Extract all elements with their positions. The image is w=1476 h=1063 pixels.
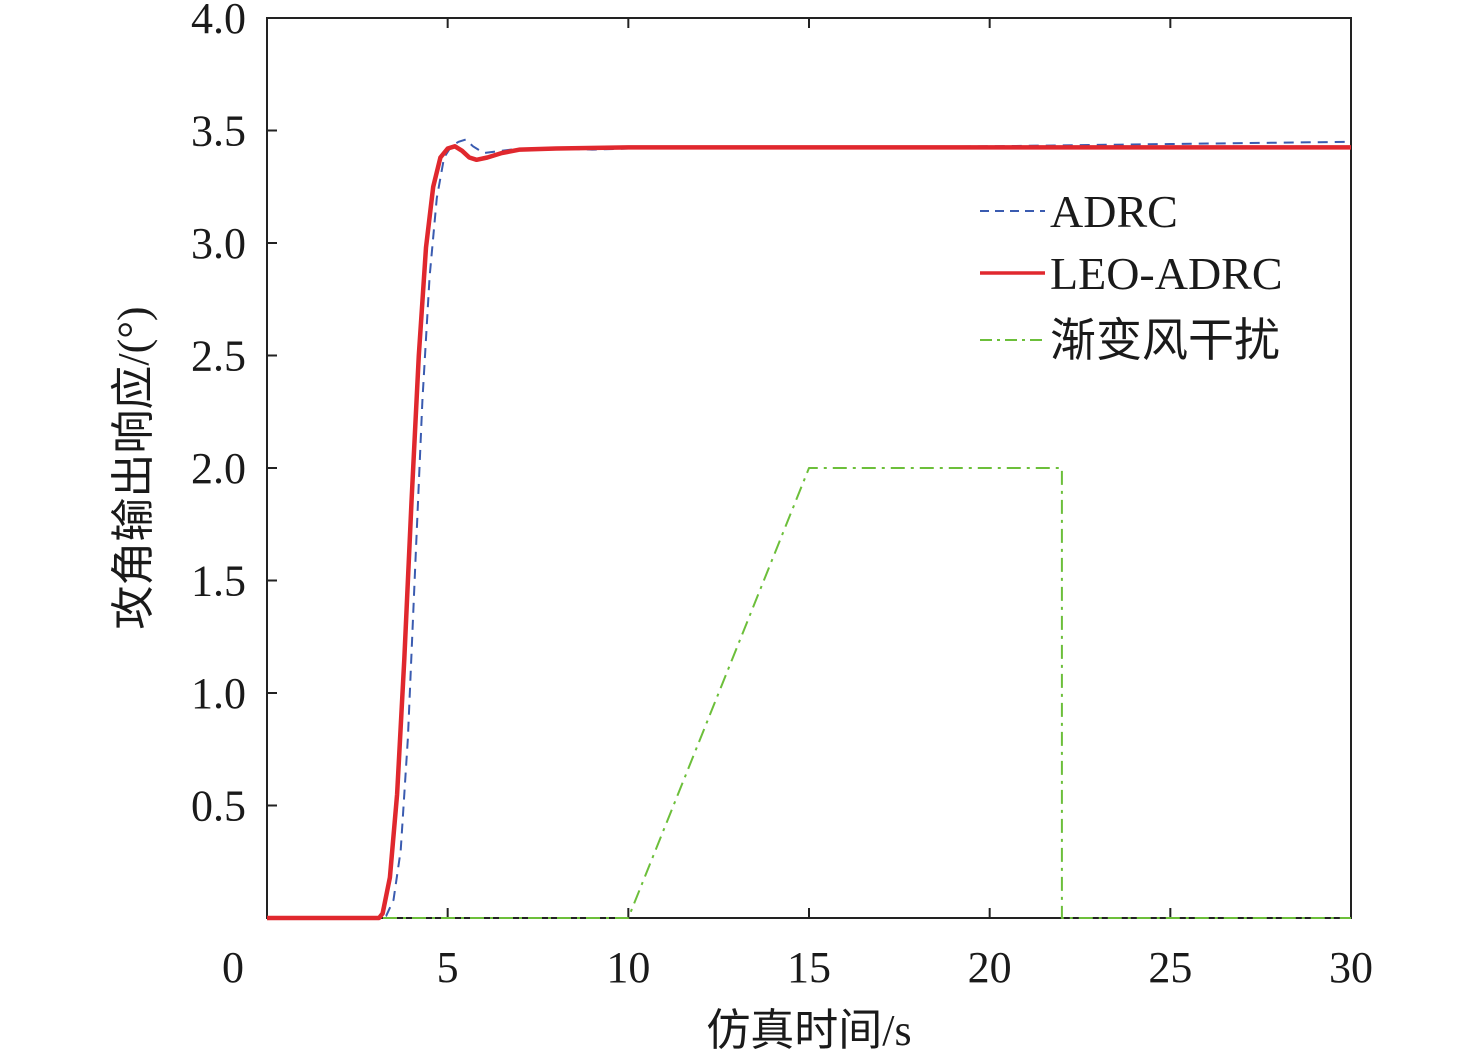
y-tick-label: 4.0 [191,0,246,43]
series-line-2 [267,467,1351,919]
y-tick-label: 0.5 [191,782,246,831]
x-tick-labels: 0 5 10 15 20 25 30 [222,943,1373,992]
y-tick-label: 2.0 [191,444,246,493]
x-tick-label: 30 [1329,943,1373,992]
legend-label-wind-disturbance: 渐变风干扰 [1050,315,1280,366]
y-tick-label: 1.0 [191,669,246,718]
y-axis-title: 攻角输出响应/(°) [109,306,158,629]
x-tick-label: 25 [1148,943,1192,992]
x-tick-label: 10 [606,943,650,992]
y-tick-label: 1.5 [191,557,246,606]
legend-label-leo-adrc: LEO-ADRC [1050,248,1283,299]
legend: ADRC LEO-ADRC 渐变风干扰 [980,186,1283,366]
series-line-1 [267,144,1351,921]
axis-ticks [266,17,1352,918]
y-tick-label: 2.5 [191,332,246,381]
y-tick-label: 3.0 [191,219,246,268]
y-tick-label: 3.5 [191,107,246,156]
x-tick-label: 5 [437,943,459,992]
x-tick-label: 0 [222,943,244,992]
y-tick-labels: 0.5 1.0 1.5 2.0 2.5 3.0 3.5 4.0 [191,0,246,831]
legend-label-adrc: ADRC [1050,186,1178,237]
x-axis-title: 仿真时间/s [706,1006,911,1055]
x-tick-label: 15 [787,943,831,992]
x-tick-label: 20 [968,943,1012,992]
series-lines [267,138,1352,921]
